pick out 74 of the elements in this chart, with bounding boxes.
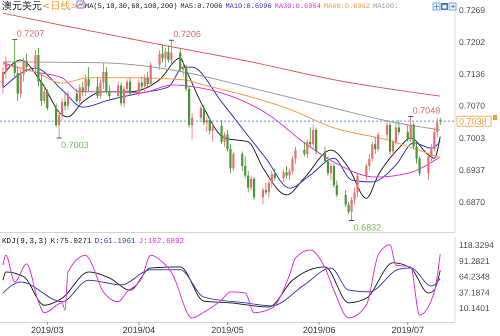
candlestick <box>144 74 146 92</box>
annotation: 0.7206 <box>173 29 201 40</box>
candlestick <box>34 50 37 72</box>
candlestick <box>128 77 132 96</box>
candlestick <box>200 105 202 121</box>
candlestick <box>274 168 276 181</box>
y-tick-label: 10.1401 <box>459 303 490 314</box>
candlestick <box>146 72 149 87</box>
candlestick <box>88 66 90 92</box>
line-series <box>2 12 441 97</box>
candlestick <box>179 48 182 72</box>
y-tick-label: 0.7202 <box>459 37 486 48</box>
candlestick <box>262 187 264 205</box>
candlestick <box>309 127 312 148</box>
x-tick-label: 2019/05 <box>211 325 244 335</box>
y-tick-label: 64.2348 <box>459 272 490 282</box>
candlestick <box>167 45 170 63</box>
candlestick <box>315 127 318 154</box>
chart-subtitle: <日线> <box>42 0 79 12</box>
candlestick <box>164 47 167 68</box>
y-tick-label: 0.6937 <box>459 164 486 175</box>
x-tick-label: 2019/03 <box>31 325 64 335</box>
candlestick <box>208 117 211 136</box>
candlestick <box>232 151 235 172</box>
candlestick <box>377 132 380 152</box>
ref-line-label: 0.7038 <box>459 116 487 127</box>
x-tick-label: 2019/07 <box>391 325 424 335</box>
candlestick <box>303 141 306 157</box>
candlestick <box>182 62 184 78</box>
candlestick <box>264 182 268 196</box>
x-tick-label: 2019/04 <box>122 325 156 335</box>
annotation: 0.7048 <box>412 105 440 116</box>
candlestick <box>117 81 120 99</box>
candlestick <box>150 62 152 87</box>
candlestick <box>120 82 122 106</box>
y-tick-label: 91.2821 <box>459 256 490 266</box>
y-tick-label: 37.1874 <box>459 287 490 298</box>
candlestick <box>140 76 143 90</box>
candlestick <box>138 78 140 96</box>
candlestick <box>223 132 226 148</box>
candlestick <box>82 81 84 96</box>
candlestick <box>206 116 208 133</box>
candlestick <box>306 139 308 158</box>
candlestick <box>161 45 164 63</box>
candlestick <box>252 176 256 200</box>
line-series <box>2 61 441 130</box>
y-tick-label: 0.7136 <box>459 68 486 79</box>
y-tick-label: 0.7003 <box>459 133 486 144</box>
candlestick <box>282 168 285 182</box>
candlestick <box>66 90 70 110</box>
y-tick-label: 118.3294 <box>459 240 494 250</box>
candlestick <box>158 50 161 70</box>
candlestick <box>55 102 58 128</box>
candlestick <box>220 120 223 145</box>
x-tick-label: 2019/06 <box>302 325 336 335</box>
candlestick <box>84 74 87 96</box>
y-tick-label: 0.7269 <box>459 4 486 15</box>
candlestick <box>374 136 376 154</box>
candlestick <box>43 86 46 104</box>
candlestick <box>78 84 81 106</box>
candlestick <box>312 124 314 150</box>
candlestick <box>285 166 288 178</box>
annotation: 0.7003 <box>61 140 89 150</box>
annotation: 0.7207 <box>16 28 44 39</box>
candlestick <box>212 122 214 142</box>
candlestick <box>46 88 48 111</box>
y-tick-label: 0.7070 <box>459 100 486 111</box>
annotation: 0.6832 <box>354 222 382 232</box>
line-series <box>2 244 441 318</box>
candlestick <box>406 124 409 142</box>
y-tick-label: 0.6870 <box>459 197 486 208</box>
candlestick <box>202 104 205 126</box>
candlestick <box>76 88 78 104</box>
line-series <box>2 64 441 158</box>
